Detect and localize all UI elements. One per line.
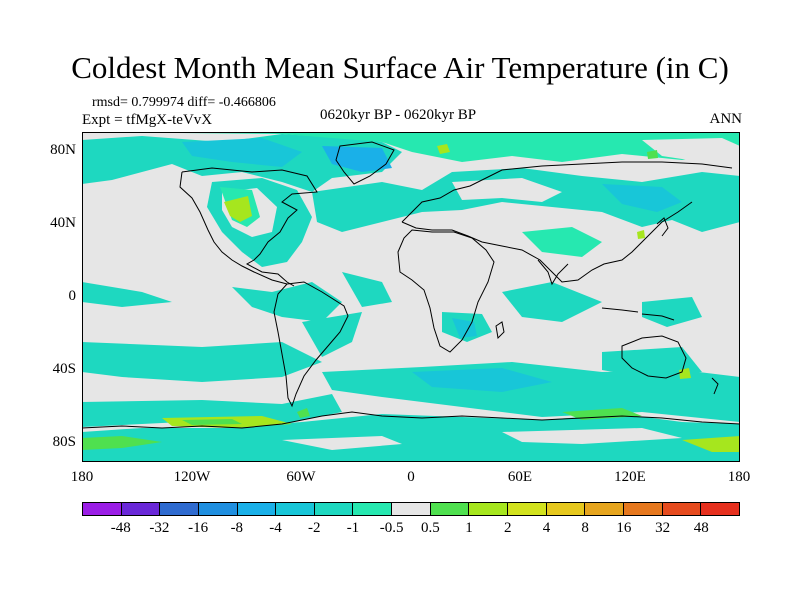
temperature-map	[82, 132, 740, 462]
experiment-label: Expt = tfMgX-teVvX	[82, 112, 213, 128]
colorbar-label: -16	[188, 520, 209, 536]
colorbar-cell	[546, 503, 586, 515]
colorbar-label: -32	[149, 520, 170, 536]
x-tick-label: 120W	[173, 469, 211, 485]
colorbar-label: 16	[616, 520, 632, 536]
colorbar	[82, 502, 740, 516]
y-tick-label: 0	[68, 288, 77, 304]
season-label: ANN	[709, 111, 743, 127]
x-tick-label: 180	[70, 469, 94, 485]
colorbar-cell	[160, 503, 199, 515]
colorbar-cell	[198, 503, 238, 515]
coastlines	[82, 141, 740, 429]
colorbar-cell	[662, 503, 702, 515]
x-tick-label: 0	[407, 469, 415, 485]
colorbar-label: 0.5	[420, 520, 440, 536]
colorbar-cell	[121, 503, 161, 515]
y-tick-label: 40S	[52, 361, 76, 377]
colorbar-label: 8	[581, 520, 589, 536]
y-tick-label: 40N	[50, 215, 76, 231]
colorbar-cell	[83, 503, 122, 515]
colorbar-label: 1	[465, 520, 473, 536]
colorbar-label: -1	[346, 520, 360, 536]
colorbar-cell	[314, 503, 354, 515]
colorbar-cell	[623, 503, 663, 515]
anomaly-regions	[82, 132, 740, 462]
colorbar-cell	[701, 503, 739, 515]
colorbar-label: -2	[307, 520, 321, 536]
colorbar-cell	[585, 503, 624, 515]
map-field	[82, 132, 740, 462]
plot-title: Coldest Month Mean Surface Air Temperatu…	[71, 50, 729, 85]
colorbar-cell	[430, 503, 470, 515]
x-tick-label: 60W	[286, 469, 316, 485]
colorbar-label: 2	[504, 520, 512, 536]
x-tick-label: 180	[727, 469, 751, 485]
colorbar-cell	[353, 503, 393, 515]
y-tick-label: 80N	[50, 142, 76, 158]
colorbar-label: -8	[230, 520, 244, 536]
colorbar-cell	[276, 503, 315, 515]
colorbar-cell	[469, 503, 509, 515]
colorbar-label: 32	[655, 520, 671, 536]
y-tick-label: 80S	[52, 434, 76, 450]
colorbar-label: -4	[269, 520, 282, 536]
period-label: 0620kyr BP - 0620kyr BP	[320, 107, 477, 123]
colorbar-label: 48	[693, 520, 709, 536]
colorbar-cell	[237, 503, 277, 515]
stats-label: rmsd= 0.799974 diff= -0.466806	[92, 95, 276, 110]
colorbar-label: -0.5	[379, 520, 404, 536]
colorbar-label: 4	[542, 520, 551, 536]
colorbar-cell	[392, 503, 431, 515]
colorbar-cell	[508, 503, 547, 515]
colorbar-label: -48	[110, 520, 131, 536]
x-tick-label: 120E	[614, 469, 646, 485]
x-tick-label: 60E	[507, 469, 533, 485]
